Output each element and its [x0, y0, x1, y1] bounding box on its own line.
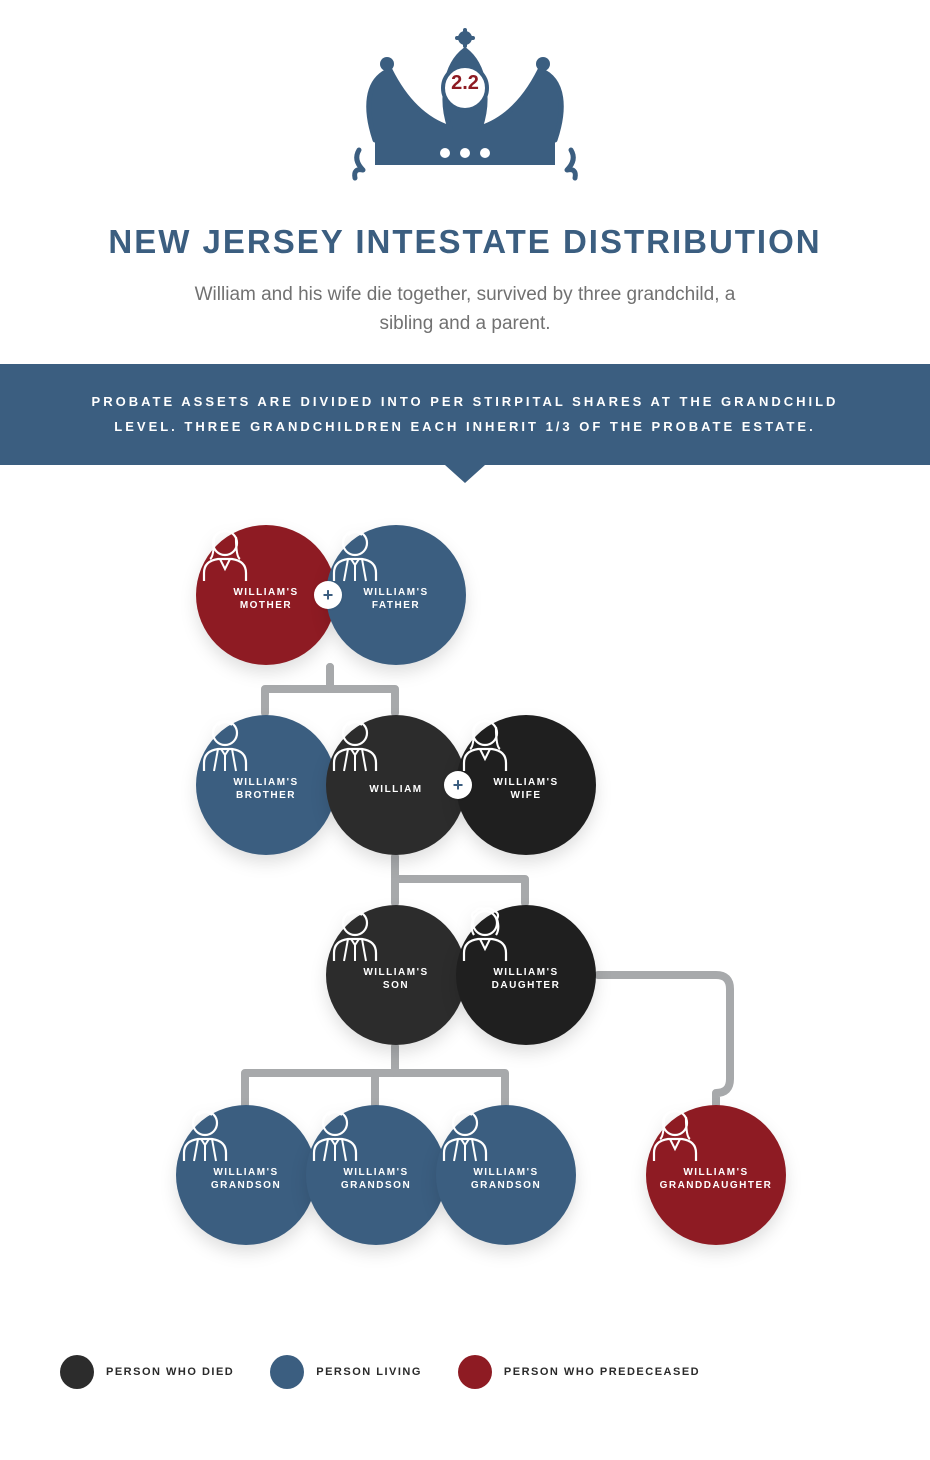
- legend-label: PERSON LIVING: [316, 1366, 422, 1378]
- legend-label: PERSON WHO DIED: [106, 1366, 234, 1378]
- person-icon: [326, 905, 384, 963]
- legend-dot: [458, 1355, 492, 1389]
- legend-dot: [60, 1355, 94, 1389]
- crown-icon: [335, 20, 595, 200]
- person-icon: [436, 1105, 494, 1163]
- header: 2.2 NEW JERSEY INTESTATE DISTRIBUTION Wi…: [0, 0, 930, 338]
- node-granddaughter: WILLIAM'S GRANDDAUGHTER: [646, 1105, 786, 1245]
- person-icon: [456, 715, 514, 773]
- explanation-banner: PROBATE ASSETS ARE DIVIDED INTO PER STIR…: [0, 364, 930, 465]
- person-icon: [196, 715, 254, 773]
- legend-item-living: PERSON LIVING: [270, 1355, 422, 1389]
- crown-badge-number: 2.2: [451, 72, 479, 95]
- node-daughter: WILLIAM'S DAUGHTER: [456, 905, 596, 1045]
- page: 2.2 NEW JERSEY INTESTATE DISTRIBUTION Wi…: [0, 0, 930, 1439]
- node-label: WILLIAM'S GRANDDAUGHTER: [660, 1166, 773, 1192]
- node-grandson1: WILLIAM'S GRANDSON: [176, 1105, 316, 1245]
- crown-emblem: 2.2: [335, 20, 595, 205]
- node-wife: WILLIAM'S WIFE: [456, 715, 596, 855]
- page-subtitle: William and his wife die together, survi…: [185, 281, 745, 338]
- family-tree: WILLIAM'S MOTHER WILLIAM'S FATHER WILLIAM'…: [0, 465, 930, 1325]
- person-icon: [326, 715, 384, 773]
- legend-item-died: PERSON WHO DIED: [60, 1355, 234, 1389]
- node-label: WILLIAM: [369, 783, 422, 796]
- person-icon: [326, 525, 384, 583]
- person-icon: [456, 905, 514, 963]
- legend-label: PERSON WHO PREDECEASED: [504, 1366, 700, 1378]
- person-icon: [306, 1105, 364, 1163]
- legend-item-predeceased: PERSON WHO PREDECEASED: [458, 1355, 700, 1389]
- legend-dot: [270, 1355, 304, 1389]
- node-label: WILLIAM'S MOTHER: [233, 586, 298, 612]
- node-grandson3: WILLIAM'S GRANDSON: [436, 1105, 576, 1245]
- node-father: WILLIAM'S FATHER: [326, 525, 466, 665]
- node-label: WILLIAM'S WIFE: [493, 776, 558, 802]
- node-label: WILLIAM'S BROTHER: [233, 776, 298, 802]
- node-label: WILLIAM'S FATHER: [363, 586, 428, 612]
- node-label: WILLIAM'S GRANDSON: [341, 1166, 411, 1192]
- node-label: WILLIAM'S GRANDSON: [471, 1166, 541, 1192]
- node-son: WILLIAM'S SON: [326, 905, 466, 1045]
- node-grandson2: WILLIAM'S GRANDSON: [306, 1105, 446, 1245]
- node-label: WILLIAM'S GRANDSON: [211, 1166, 281, 1192]
- node-label: WILLIAM'S SON: [363, 966, 428, 992]
- person-icon: [646, 1105, 704, 1163]
- node-label: WILLIAM'S DAUGHTER: [492, 966, 561, 992]
- legend: PERSON WHO DIED PERSON LIVING PERSON WHO P…: [0, 1325, 930, 1439]
- page-title: NEW JERSEY INTESTATE DISTRIBUTION: [0, 223, 930, 261]
- person-icon: [176, 1105, 234, 1163]
- node-brother: WILLIAM'S BROTHER: [196, 715, 336, 855]
- person-icon: [196, 525, 254, 583]
